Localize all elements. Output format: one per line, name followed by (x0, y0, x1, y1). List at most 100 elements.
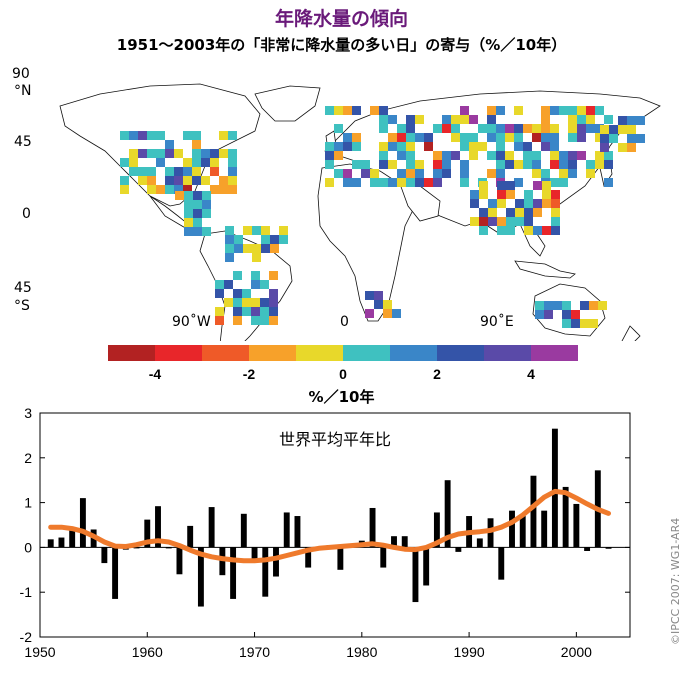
grid-cell (595, 133, 604, 142)
grid-cell (618, 143, 627, 152)
grid-cell (269, 307, 278, 316)
grid-cell (568, 106, 577, 115)
grid-cell (225, 235, 234, 244)
grid-cell (406, 178, 415, 187)
anomaly-bar (444, 480, 451, 548)
grid-cell (577, 106, 586, 115)
grid-cell (497, 217, 506, 226)
anomaly-bar (240, 513, 247, 548)
grid-cell (184, 218, 193, 227)
grid-cell (460, 169, 469, 178)
grid-cell (397, 151, 406, 160)
grid-cell (542, 199, 551, 208)
grid-cell (550, 142, 559, 151)
grid-cell (406, 160, 415, 169)
grid-cell (571, 319, 580, 328)
grid-cell (535, 301, 544, 310)
grid-cell (260, 298, 269, 307)
grid-cell (184, 209, 193, 218)
grid-cell (138, 131, 147, 140)
legend-swatch (484, 345, 531, 361)
grid-cell (388, 178, 397, 187)
grid-cell (497, 190, 506, 199)
anomaly-bar (112, 547, 119, 599)
legend-swatch (531, 345, 578, 361)
grid-cell (397, 142, 406, 151)
smoothed-trend-line (48, 488, 611, 564)
grid-cell (129, 149, 138, 158)
anomaly-bar (530, 475, 537, 548)
grid-cell (550, 151, 559, 160)
grid-cell (542, 181, 551, 190)
grid-cell (571, 310, 580, 319)
grid-cell (325, 178, 334, 187)
grid-cell (343, 169, 352, 178)
grid-cell (379, 106, 388, 115)
grid-cell (586, 169, 595, 178)
grid-cell (261, 226, 270, 235)
grid-cell (544, 310, 553, 319)
grid-cell (192, 158, 201, 167)
new-zealand-outline (621, 325, 641, 349)
grid-cell (383, 300, 392, 309)
grid-cell (242, 289, 251, 298)
grid-cell (219, 131, 228, 140)
anomaly-bar (69, 527, 76, 548)
legend-swatch (108, 345, 155, 361)
color-legend: -4 -2 0 2 4 (108, 345, 578, 382)
grid-cell (559, 106, 568, 115)
x-tick-label: 1950 (24, 644, 55, 660)
grid-cell (532, 160, 541, 169)
grid-cell (515, 217, 524, 226)
grid-cell (469, 115, 478, 124)
grid-cell (535, 310, 544, 319)
grid-cell (514, 133, 523, 142)
grid-cell (627, 116, 636, 125)
grid-cell (589, 301, 598, 310)
greenland-outline (254, 85, 321, 122)
grid-cell (523, 124, 532, 133)
grid-cell (192, 176, 201, 185)
grid-cell (138, 176, 147, 185)
grid-cell (506, 217, 515, 226)
grid-cell (365, 309, 374, 318)
copyright-notice: ©IPCC 2007: WG1-AR4 (669, 517, 682, 645)
grid-cell (470, 199, 479, 208)
grid-cell (524, 208, 533, 217)
grid-cell (451, 115, 460, 124)
grid-cell (228, 167, 237, 176)
grid-cell (165, 149, 174, 158)
anomaly-bar (541, 510, 548, 548)
anomaly-bar (391, 536, 397, 548)
grid-cell (379, 178, 388, 187)
lat-label-0: 0 (22, 206, 31, 222)
grid-cell (542, 190, 551, 199)
grid-cell (415, 178, 424, 187)
grid-cell (165, 185, 174, 194)
grid-cell (600, 143, 609, 152)
y-tick-label: 3 (24, 405, 32, 421)
grid-cell (478, 124, 487, 133)
grid-cell (202, 227, 211, 236)
grid-cell (269, 316, 278, 325)
grid-cell (469, 142, 478, 151)
grid-cell (433, 169, 442, 178)
anomaly-bar (337, 547, 344, 570)
grid-cell (496, 142, 505, 151)
grid-cell (541, 124, 550, 133)
grid-cell (233, 271, 242, 280)
world-map: 90 °N 45 0 45 °S 90˚W 0 90˚E (0, 56, 683, 355)
grid-cell (251, 271, 260, 280)
precip-trend-grid (120, 106, 645, 328)
grid-cell (224, 280, 233, 289)
grid-cell (325, 160, 334, 169)
grid-cell (183, 158, 192, 167)
grid-cell (165, 140, 174, 149)
grid-cell (586, 106, 595, 115)
map-subtitle: 1951～2003年の「非常に降水量の多い日」の寄与（%／10年） (116, 36, 567, 54)
grid-cell (352, 178, 361, 187)
grid-cell (175, 191, 184, 200)
grid-cell (595, 124, 604, 133)
anomaly-bar (230, 547, 237, 599)
grid-cell (600, 134, 609, 143)
